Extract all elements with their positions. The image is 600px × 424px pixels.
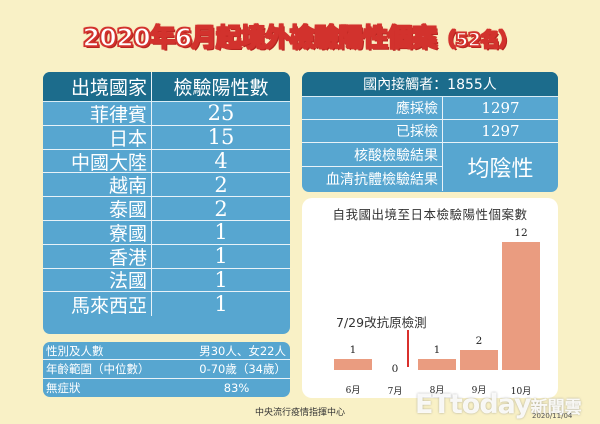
contacts-row: 已採檢 1297 (302, 120, 558, 143)
bar-sep (460, 350, 498, 370)
table-row: 菲律賓 25 (43, 101, 290, 126)
table-row: 馬來西亞 1 (43, 292, 290, 317)
count-cell: 25 (207, 101, 235, 126)
country-positive-table: 出境國家 檢驗陽性數 菲律賓 25 日本 15 中國大陸 4 越南 2 泰國 2… (43, 72, 290, 334)
country-cell: 香港 (43, 244, 152, 269)
count-cell: 15 (207, 125, 235, 150)
x-label-aug: 8月 (429, 386, 445, 396)
x-label-jul: 7月 (387, 387, 403, 397)
info-label: 性別及人數 (46, 343, 104, 358)
domestic-contacts-box: 國內接觸者：1855人 應採檢 1297 已採檢 1297 核酸檢驗結果 血清抗… (302, 72, 558, 192)
info-value: 男30人、女22人 (199, 343, 286, 358)
x-label-sep: 9月 (471, 386, 487, 396)
info-row-asymptomatic: 無症狀 83% (43, 379, 290, 397)
header-positive-count: 檢驗陽性數 (173, 77, 269, 99)
info-value: 0-70歲（34歲） (199, 361, 286, 376)
bar-aug (418, 359, 456, 370)
x-label-oct: 10月 (510, 387, 532, 397)
count-cell: 4 (214, 149, 228, 173)
test-results-labels: 核酸檢驗結果 血清抗體檢驗結果 (302, 143, 443, 191)
country-cell: 法國 (43, 268, 152, 292)
contacts-row: 應採檢 1297 (302, 97, 558, 120)
bar-value-jul: 0 (391, 363, 399, 375)
count-cell: 1 (214, 220, 228, 245)
info-value: 83% (223, 380, 250, 395)
title-count: （52名） (436, 28, 519, 52)
demographics-box: 性別及人數 男30人、女22人 年齡範圍（中位數） 0-70歲（34歲） 無症狀… (43, 342, 290, 397)
info-row-age: 年齡範圍（中位數） 0-70歲（34歲） (43, 360, 290, 379)
bar-value-aug: 1 (433, 344, 441, 356)
country-cell: 菲律賓 (43, 102, 152, 126)
watermark-logo: ETtoday新聞雲 (415, 389, 582, 420)
table-row: 香港 1 (43, 244, 290, 269)
info-label: 年齡範圍（中位數） (46, 361, 150, 376)
country-cell: 泰國 (43, 197, 152, 221)
count-cell: 2 (214, 196, 228, 221)
source-credit: 中央流行疫情指揮中心 (254, 408, 345, 418)
watermark-text: ETtoday (415, 389, 532, 420)
table-row: 中國大陸 4 (43, 149, 290, 174)
test-results-row: 核酸檢驗結果 血清抗體檢驗結果 均陰性 (302, 143, 558, 191)
country-cell: 中國大陸 (43, 149, 152, 174)
country-cell: 寮國 (43, 220, 152, 245)
count-cell: 1 (214, 292, 228, 317)
bar-oct (502, 242, 540, 370)
x-label-jun: 6月 (345, 386, 361, 396)
country-cell: 馬來西亞 (43, 292, 152, 317)
header-country: 出境國家 (43, 72, 152, 101)
contacts-label: 應採檢 (302, 97, 443, 119)
antigen-test-annotation: 7/29改抗原檢測 (336, 315, 427, 330)
table-row: 泰國 2 (43, 197, 290, 221)
bar-value-sep: 2 (475, 335, 483, 347)
info-label: 無症狀 (46, 380, 81, 395)
table-row: 日本 15 (43, 125, 290, 150)
contacts-value: 1297 (481, 99, 520, 117)
count-cell: 2 (214, 172, 228, 197)
bar-value-jun: 1 (349, 344, 357, 356)
info-row-gender: 性別及人數 男30人、女22人 (43, 342, 290, 361)
table-row: 寮國 1 (43, 220, 290, 245)
japan-cases-chart: 自我國出境至日本檢驗陽性個案數 1 0 1 2 12 6月 7月 8月 9月 1… (302, 198, 558, 398)
table-header-row: 出境國家 檢驗陽性數 (43, 72, 290, 102)
table-row: 越南 2 (43, 173, 290, 197)
count-cell: 1 (214, 267, 228, 292)
count-cell: 1 (214, 244, 228, 269)
table-row: 法國 1 (43, 267, 290, 292)
bar-jun (334, 359, 372, 370)
test-results-value: 均陰性 (467, 157, 534, 182)
watermark-cn: 新聞雲 (530, 398, 582, 418)
contacts-value: 1297 (481, 122, 520, 140)
publish-date: 2020/11/04 (532, 412, 573, 420)
chart-title: 自我國出境至日本檢驗陽性個案數 (332, 207, 528, 222)
title-main: 2020年6月起境外檢驗陽性個案 (82, 22, 438, 53)
annotation-marker-line (407, 330, 409, 367)
page-title: 2020年6月起境外檢驗陽性個案（52名） (0, 18, 600, 54)
pcr-result-label: 核酸檢驗結果 (302, 143, 442, 167)
serology-result-label: 血清抗體檢驗結果 (326, 172, 438, 188)
bar-value-oct: 12 (514, 227, 528, 239)
country-cell: 日本 (43, 125, 152, 150)
contacts-header: 國內接觸者：1855人 (302, 72, 558, 97)
contacts-label: 已採檢 (302, 120, 443, 142)
country-cell: 越南 (43, 173, 152, 197)
